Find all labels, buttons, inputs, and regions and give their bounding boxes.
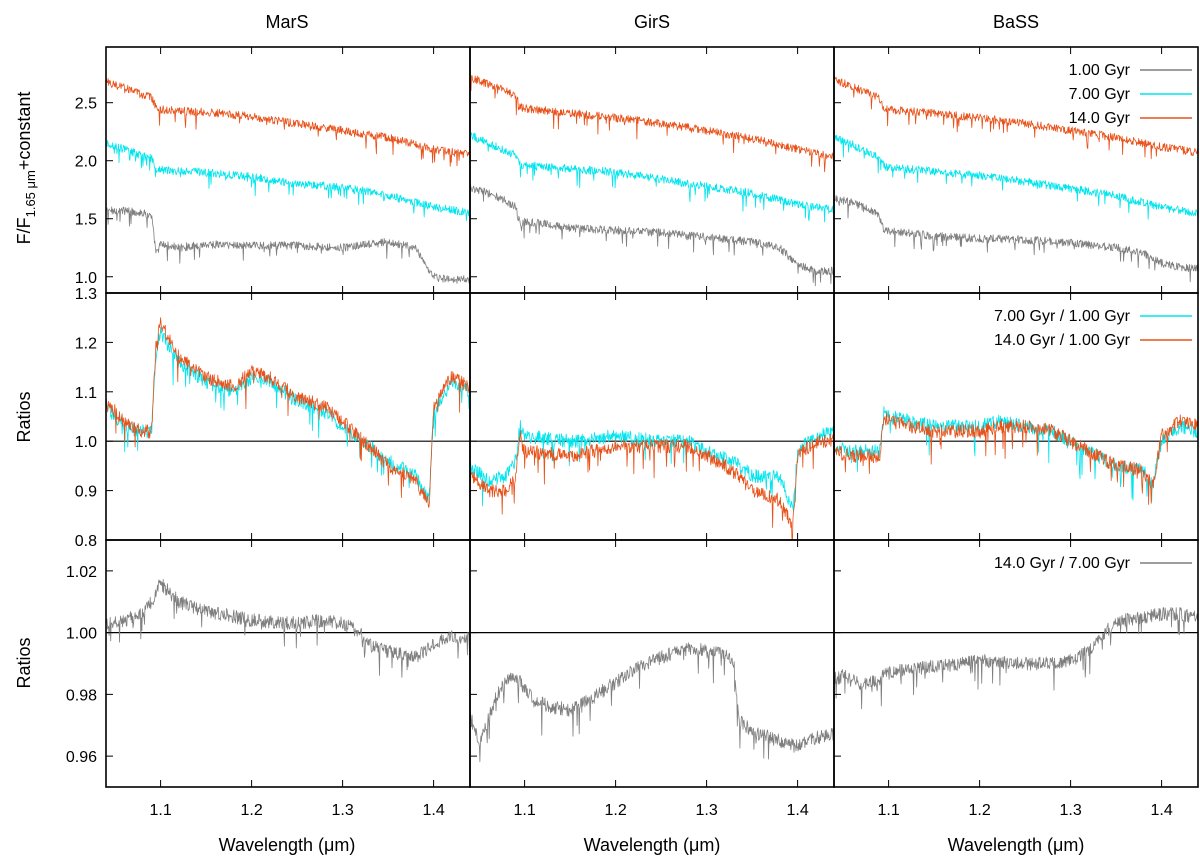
x-tick-label: 1.2 [968, 802, 990, 819]
y-tick-label: 1.02 [66, 564, 97, 581]
panel-frame [469, 46, 835, 294]
y-tick-label: 1.1 [75, 385, 97, 402]
y-tick-label: 1.00 [66, 626, 97, 643]
x-tick-label: 1.3 [331, 802, 353, 819]
series-line-orange [834, 412, 1198, 505]
frames-layer: 1.0 1.5 2.0 2.5 0.8 0.9 1.0 1.1 1.2 1.3 1.1 1.2 1.3 1… [66, 46, 1199, 819]
panel-8 [470, 632, 834, 763]
x-tick-label: 1.4 [422, 802, 444, 819]
y-tick-label: 1.0 [75, 434, 97, 451]
y-tick-label: 0.96 [66, 749, 97, 766]
y-tick-label: 1.2 [75, 335, 97, 352]
panel-1 [106, 78, 470, 284]
xlabel-girs: Wavelength (μm) [584, 835, 721, 855]
legends-layer: 1.00 Gyr 7.00 Gyr 14.0 Gyr 7.00 Gyr / 1.00 … [994, 62, 1192, 572]
series-line-gray [106, 579, 470, 678]
y-tick-label: 1.0 [75, 270, 97, 287]
row-ylabel-top-sub: 1.65 μm [23, 170, 38, 217]
series-line-gray [470, 184, 834, 287]
x-tick-label: 1.1 [877, 802, 899, 819]
legend-label: 1.00 Gyr [1069, 62, 1131, 79]
series-line-orange [106, 78, 470, 167]
x-tick-label: 1.4 [786, 802, 808, 819]
row-ylabel-top-tail: +constant [14, 92, 34, 171]
series-line-cyan [834, 134, 1198, 220]
row-ylabel-bottom: Ratios [14, 637, 34, 688]
panel-frame [469, 539, 835, 788]
series-line-gray [834, 607, 1198, 710]
column-title-mars: MarS [265, 12, 308, 32]
series-line-cyan [106, 140, 470, 222]
y-tick-label: 2.5 [75, 96, 97, 113]
series-line-gray [106, 206, 470, 284]
panel-6 [834, 406, 1198, 505]
y-tick-label: 2.0 [75, 154, 97, 171]
x-tick-label: 1.2 [240, 802, 262, 819]
y-tick-label: 1.5 [75, 212, 97, 229]
y-tick-label: 0.8 [75, 533, 97, 550]
y-tick-label: 1.3 [75, 286, 97, 303]
panel-2 [470, 75, 834, 287]
legend-label: 14.0 Gyr / 1.00 Gyr [994, 332, 1131, 349]
x-tick-label: 1.1 [513, 802, 535, 819]
series-line-orange [834, 76, 1198, 160]
x-tick-label: 1.1 [149, 802, 171, 819]
panel-7 [106, 579, 470, 678]
x-tick-label: 1.2 [604, 802, 626, 819]
xlabel-bass: Wavelength (μm) [948, 835, 1085, 855]
series-line-gray [834, 195, 1198, 283]
series-line-cyan [470, 132, 834, 223]
row-ylabel-top-main: F/F [14, 217, 34, 244]
panel-5 [470, 420, 834, 540]
panel-3 [834, 76, 1198, 283]
panel-4 [106, 317, 470, 508]
legend-label: 14.0 Gyr / 7.00 Gyr [994, 555, 1131, 572]
column-title-girs: GirS [634, 12, 670, 32]
panel-frame [105, 539, 471, 788]
series-line-orange [470, 75, 834, 173]
column-title-bass: BaSS [993, 12, 1039, 32]
series-line-orange [106, 317, 470, 508]
series-line-orange [470, 430, 834, 540]
x-tick-label: 1.3 [695, 802, 717, 819]
panels-layer [106, 75, 1198, 763]
row-ylabel-top: F/F1.65 μm+constant [14, 92, 38, 245]
panel-9 [834, 607, 1198, 710]
x-tick-label: 1.3 [1059, 802, 1081, 819]
legend-label: 7.00 Gyr [1069, 86, 1131, 103]
row-ylabel-middle: Ratios [14, 391, 34, 442]
y-tick-label: 0.98 [66, 687, 97, 704]
y-tick-label: 0.9 [75, 484, 97, 501]
legend-label: 7.00 Gyr / 1.00 Gyr [994, 308, 1131, 325]
panel-frame [833, 539, 1199, 788]
series-line-gray [470, 642, 834, 763]
legend-label: 14.0 Gyr [1069, 110, 1131, 127]
x-tick-label: 1.4 [1150, 802, 1172, 819]
xlabel-mars: Wavelength (μm) [219, 835, 356, 855]
panel-frame [833, 46, 1199, 294]
